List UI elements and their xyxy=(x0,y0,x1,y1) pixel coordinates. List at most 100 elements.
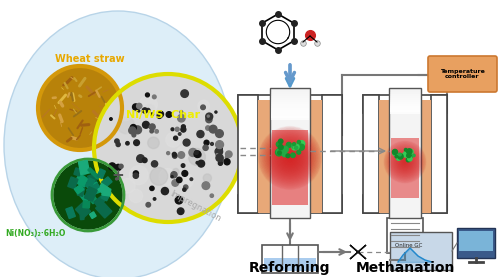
Circle shape xyxy=(409,155,412,158)
Circle shape xyxy=(175,127,179,131)
Bar xyxy=(88,182,100,195)
Circle shape xyxy=(276,149,282,156)
Circle shape xyxy=(178,133,181,135)
Bar xyxy=(271,100,309,104)
Bar xyxy=(74,168,82,176)
Text: Ni/WS  Char: Ni/WS Char xyxy=(126,110,200,120)
Circle shape xyxy=(146,93,150,97)
Bar xyxy=(271,98,309,102)
Bar xyxy=(78,160,90,175)
Bar xyxy=(271,90,309,94)
Circle shape xyxy=(292,143,296,148)
Bar xyxy=(264,258,316,271)
Bar xyxy=(459,231,493,251)
Bar xyxy=(421,100,431,213)
Bar xyxy=(258,100,270,213)
Bar xyxy=(102,188,111,196)
Circle shape xyxy=(152,161,158,167)
Bar xyxy=(238,195,342,213)
Circle shape xyxy=(166,112,172,117)
Circle shape xyxy=(298,142,304,147)
FancyBboxPatch shape xyxy=(428,56,497,92)
Circle shape xyxy=(194,151,198,154)
Circle shape xyxy=(201,105,205,110)
Circle shape xyxy=(406,149,412,154)
Circle shape xyxy=(126,129,145,148)
Circle shape xyxy=(162,188,168,195)
Circle shape xyxy=(282,152,286,157)
Circle shape xyxy=(134,140,140,145)
Circle shape xyxy=(196,131,216,150)
Circle shape xyxy=(298,141,305,147)
Text: Ni(NO₃)₂·6H₂O: Ni(NO₃)₂·6H₂O xyxy=(5,229,66,238)
Circle shape xyxy=(208,115,210,117)
Ellipse shape xyxy=(4,11,232,277)
Bar xyxy=(94,196,105,207)
Circle shape xyxy=(403,152,408,157)
Bar xyxy=(271,106,309,110)
Bar xyxy=(271,112,309,116)
Bar xyxy=(74,185,84,194)
Circle shape xyxy=(178,208,184,214)
Circle shape xyxy=(128,127,136,134)
Bar xyxy=(98,184,109,195)
Bar xyxy=(74,174,88,187)
Circle shape xyxy=(404,148,407,151)
Circle shape xyxy=(126,142,129,145)
Circle shape xyxy=(216,130,224,137)
Circle shape xyxy=(142,158,147,163)
Circle shape xyxy=(292,145,297,150)
Circle shape xyxy=(178,114,185,122)
Circle shape xyxy=(132,104,140,112)
Circle shape xyxy=(219,158,223,162)
Bar xyxy=(271,102,309,106)
Circle shape xyxy=(40,68,120,148)
Circle shape xyxy=(154,198,156,200)
Circle shape xyxy=(150,124,155,130)
Bar xyxy=(363,95,379,213)
Circle shape xyxy=(171,128,174,131)
Circle shape xyxy=(182,171,188,176)
Bar xyxy=(390,88,420,92)
Circle shape xyxy=(171,172,177,178)
Bar xyxy=(78,192,88,202)
Bar xyxy=(390,102,420,106)
Circle shape xyxy=(276,142,281,147)
Circle shape xyxy=(298,140,300,144)
Circle shape xyxy=(150,168,168,185)
Bar xyxy=(102,177,112,187)
Circle shape xyxy=(183,139,190,146)
Bar xyxy=(86,181,99,194)
Circle shape xyxy=(129,166,148,185)
Circle shape xyxy=(190,178,192,181)
Circle shape xyxy=(226,151,232,158)
Circle shape xyxy=(114,139,119,143)
Circle shape xyxy=(134,171,138,176)
Bar xyxy=(390,98,420,102)
Circle shape xyxy=(182,125,186,129)
Bar xyxy=(80,208,84,220)
Circle shape xyxy=(139,96,158,114)
Circle shape xyxy=(152,95,156,99)
Circle shape xyxy=(155,130,158,133)
Text: Reforming: Reforming xyxy=(249,261,331,275)
Circle shape xyxy=(184,185,188,189)
Bar xyxy=(271,110,309,114)
Circle shape xyxy=(211,120,222,132)
Circle shape xyxy=(108,163,116,170)
Bar xyxy=(271,114,309,118)
Circle shape xyxy=(210,125,217,133)
Circle shape xyxy=(133,173,138,178)
Circle shape xyxy=(393,151,398,156)
Bar xyxy=(390,108,420,112)
Circle shape xyxy=(202,182,209,189)
Circle shape xyxy=(129,189,142,203)
Bar xyxy=(272,130,308,205)
Circle shape xyxy=(194,151,201,158)
Circle shape xyxy=(150,129,154,133)
Bar xyxy=(270,88,310,218)
Circle shape xyxy=(54,161,122,229)
Circle shape xyxy=(204,140,209,145)
Circle shape xyxy=(96,76,240,220)
Bar xyxy=(390,90,420,94)
